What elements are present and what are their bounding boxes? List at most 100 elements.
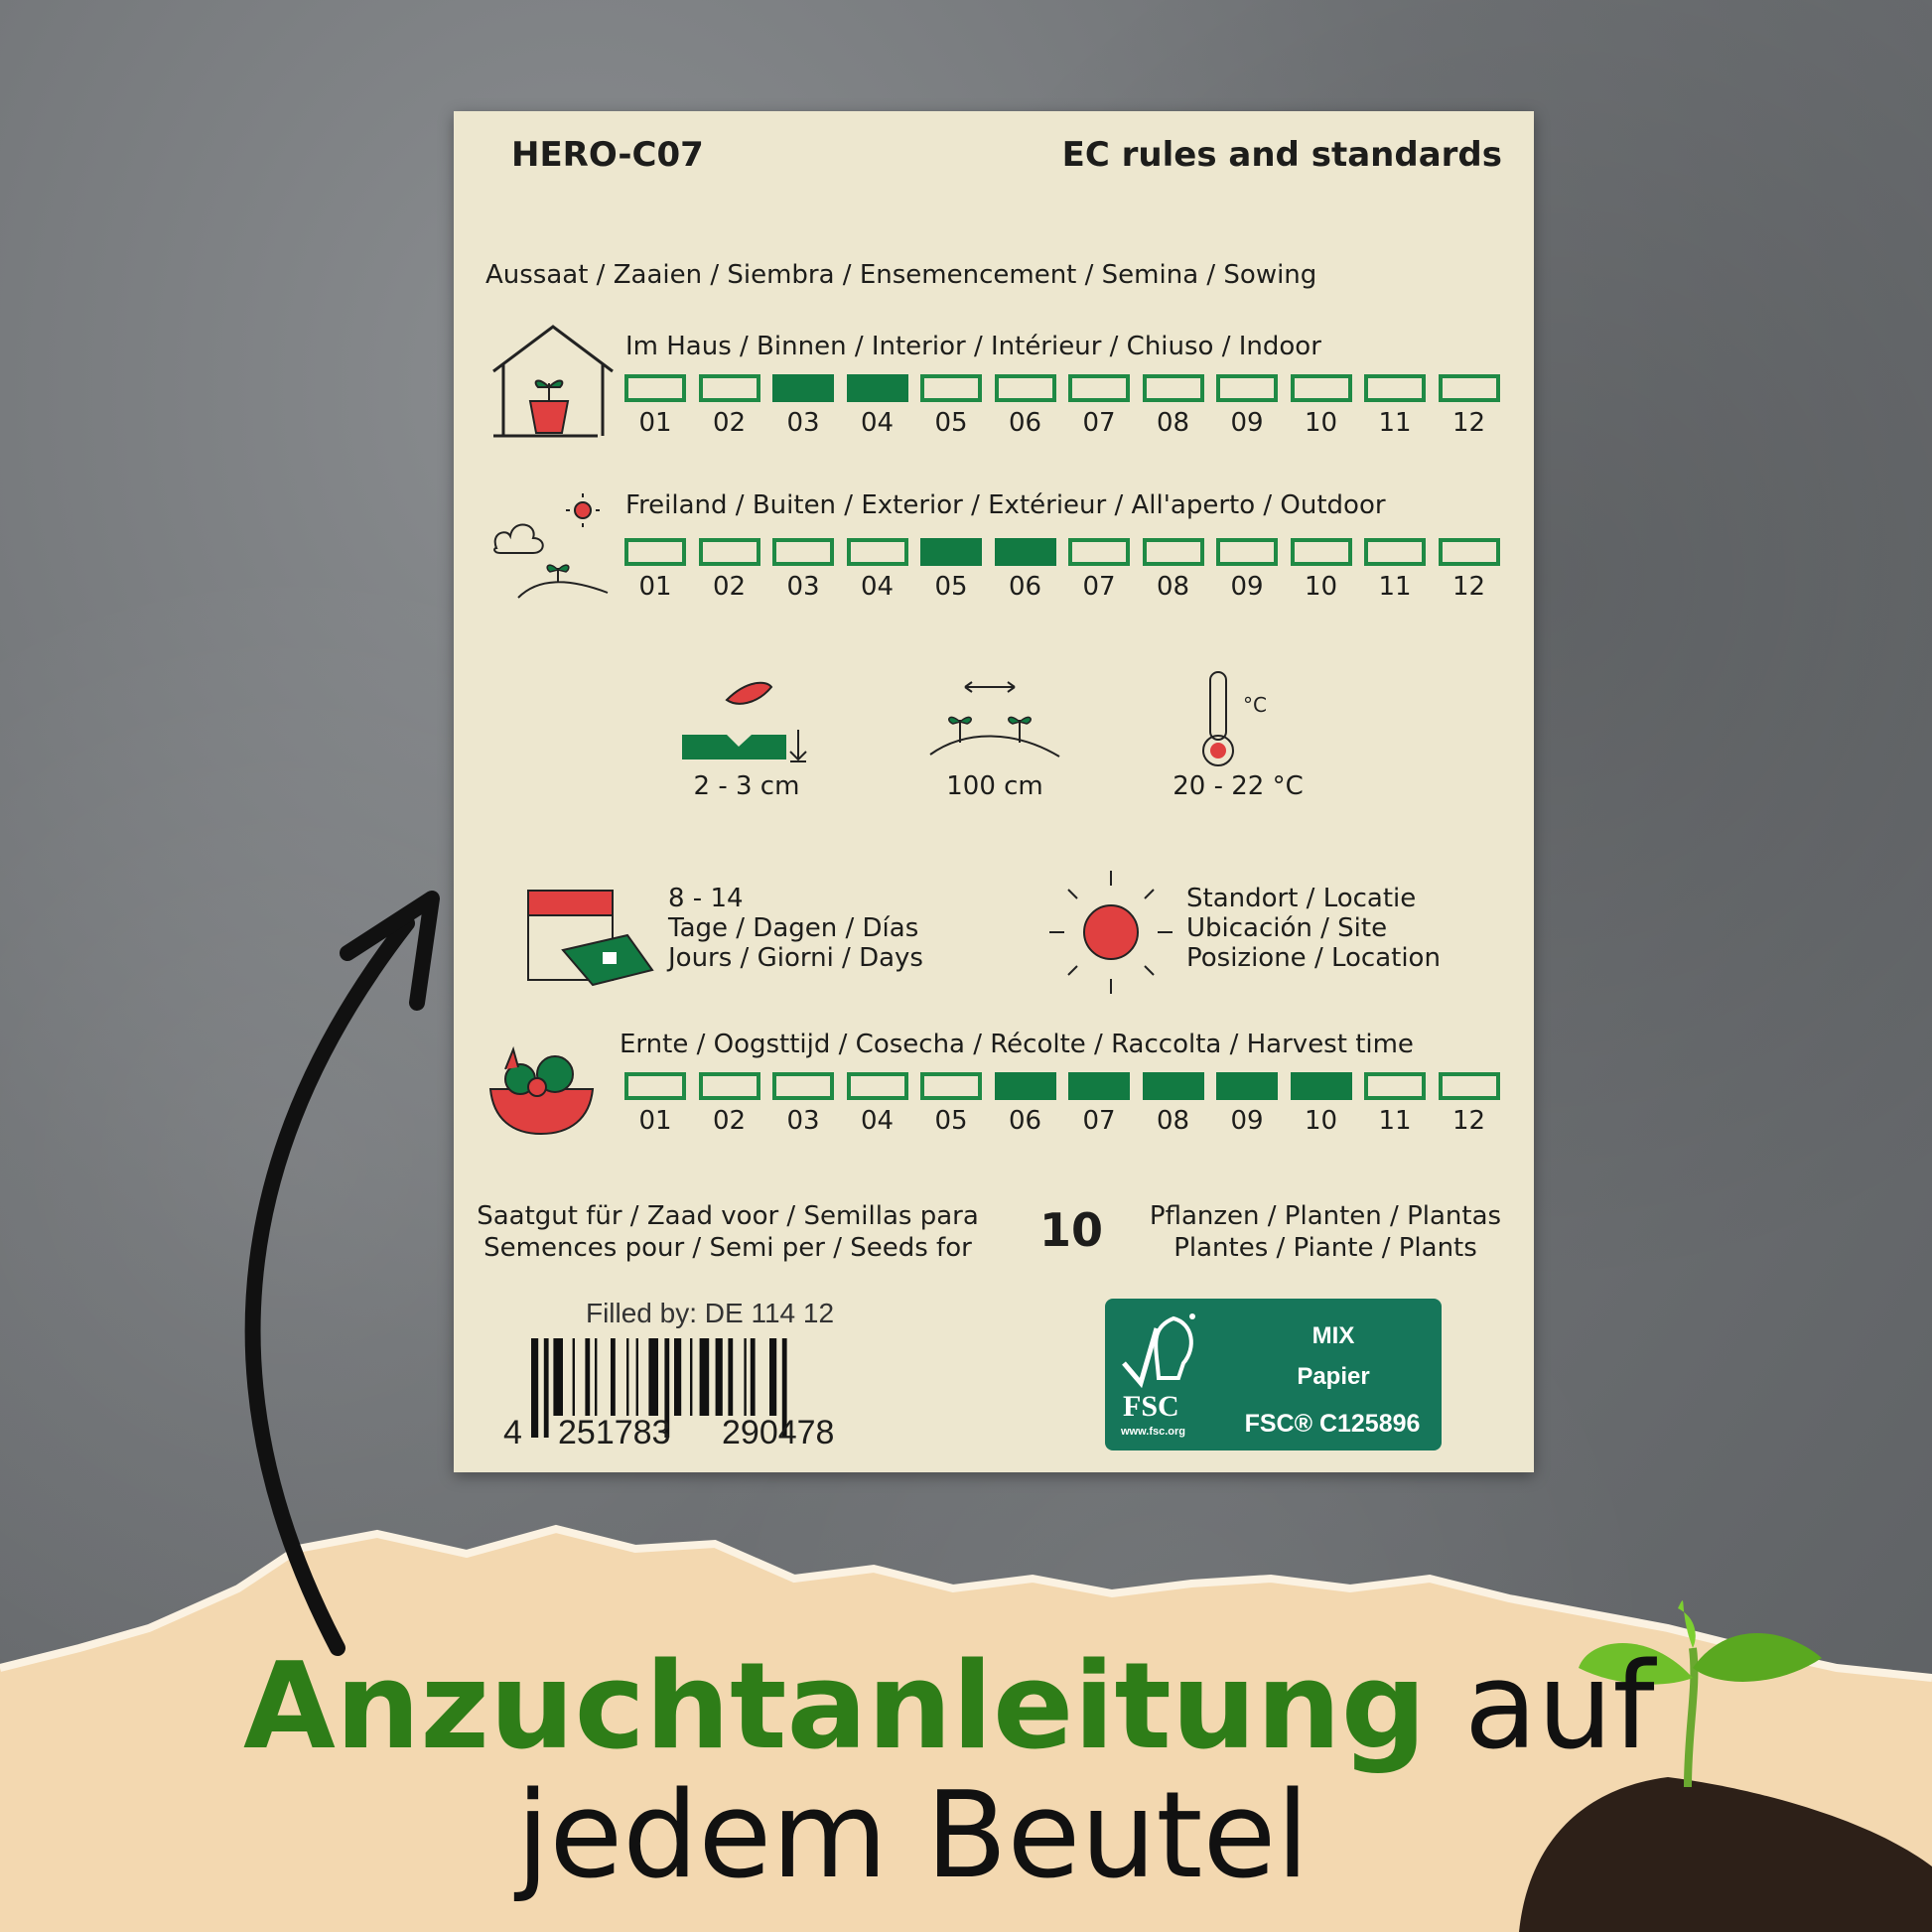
plant-count: 10	[1039, 1203, 1104, 1257]
barcode-bar	[595, 1338, 598, 1416]
sowing-title: Aussaat / Zaaien / Siembra / Ensemenceme…	[485, 260, 1317, 290]
indoor-month-box-05	[920, 374, 982, 402]
indoor-month-box-10	[1290, 374, 1352, 402]
barcode-bar	[728, 1338, 734, 1416]
barcode-bar	[572, 1338, 575, 1416]
svg-text:°C: °C	[1243, 693, 1267, 717]
outdoor-month-box-02	[698, 538, 760, 566]
barcode-bar	[626, 1338, 629, 1416]
indoor-month-label: 11	[1378, 408, 1412, 438]
outdoor-month-box-08	[1142, 538, 1204, 566]
barcode-bar	[664, 1338, 670, 1438]
outdoor-month-label: 04	[860, 572, 895, 602]
barcode-bar	[744, 1338, 747, 1416]
harvest-month-label: 01	[638, 1106, 672, 1136]
harvest-month-box-12	[1438, 1072, 1500, 1100]
location-line3: Posizione / Location	[1186, 943, 1441, 973]
indoor-month-box-04	[846, 374, 908, 402]
barcode-bar	[635, 1338, 638, 1416]
filled-by: Filled by: DE 114 12	[585, 1298, 835, 1328]
outdoor-month-box-12	[1438, 538, 1500, 566]
outdoor-month-label: 01	[638, 572, 672, 602]
germination-calendar-icon	[527, 890, 654, 987]
thermometer-icon: °C	[1202, 671, 1267, 766]
harvest-month-label: 02	[712, 1106, 747, 1136]
barcode-bar	[750, 1338, 756, 1416]
barcode-bar	[699, 1338, 710, 1416]
outdoor-month-box-01	[624, 538, 686, 566]
harvest-month-label: 03	[786, 1106, 820, 1136]
sowing-depth-icon	[682, 681, 807, 762]
harvest-month-box-02	[698, 1072, 760, 1100]
harvest-month-label: 11	[1378, 1106, 1412, 1136]
indoor-month-label: 02	[712, 408, 747, 438]
indoor-month-label: 09	[1230, 408, 1264, 438]
indoor-month-label: 06	[1008, 408, 1042, 438]
harvest-month-box-03	[772, 1072, 834, 1100]
barcode-bar	[769, 1338, 777, 1416]
banner-highlight: Anzuchtanleitung	[243, 1638, 1427, 1776]
barcode-bar	[553, 1338, 563, 1416]
spacing-value: 100 cm	[946, 771, 1043, 801]
barcode-bar	[543, 1338, 549, 1438]
barcode-bar	[585, 1338, 591, 1416]
barcode-bar	[781, 1338, 787, 1438]
product-code: HERO-C07	[511, 135, 704, 175]
harvest-month-box-04	[846, 1072, 908, 1100]
harvest-month-box-07	[1068, 1072, 1130, 1100]
harvest-month-label: 08	[1156, 1106, 1190, 1136]
seeds-for-line1: Saatgut für / Zaad voor / Semillas para	[477, 1201, 979, 1231]
indoor-month-box-02	[698, 374, 760, 402]
barcode-bar	[715, 1338, 723, 1416]
harvest-month-box-06	[994, 1072, 1056, 1100]
sun-location-icon	[1049, 871, 1173, 994]
outdoor-month-label: 03	[786, 572, 820, 602]
indoor-month-box-01	[624, 374, 686, 402]
fsc-tree-check-icon	[1122, 1313, 1195, 1388]
seeds-for-line2: Semences pour / Semi per / Seeds for	[483, 1233, 972, 1263]
outdoor-month-box-05	[920, 538, 982, 566]
indoor-month-label: 08	[1156, 408, 1190, 438]
indoor-month-box-08	[1142, 374, 1204, 402]
outdoor-month-box-03	[772, 538, 834, 566]
harvest-month-label: 07	[1082, 1106, 1116, 1136]
barcode-first-digit: 4	[503, 1414, 522, 1451]
outdoor-month-box-06	[994, 538, 1056, 566]
fsc-paper: Papier	[1297, 1363, 1370, 1390]
germination-line1: Tage / Dagen / Días	[668, 913, 919, 943]
outdoor-month-label: 08	[1156, 572, 1190, 602]
germination-days: 8 - 14	[668, 884, 744, 913]
outdoor-month-box-11	[1364, 538, 1426, 566]
indoor-month-box-12	[1438, 374, 1500, 402]
outdoor-month-label: 12	[1451, 572, 1486, 602]
plants-line1: Pflanzen / Planten / Plantas	[1149, 1201, 1502, 1231]
indoor-month-label: 12	[1451, 408, 1486, 438]
outdoor-month-label: 11	[1378, 572, 1412, 602]
indoor-month-box-11	[1364, 374, 1426, 402]
indoor-month-label: 10	[1304, 408, 1338, 438]
barcode-bar	[648, 1338, 658, 1416]
harvest-month-box-09	[1216, 1072, 1278, 1100]
outdoor-sun-cloud-icon	[493, 493, 609, 599]
outdoor-month-label: 07	[1082, 572, 1116, 602]
banner-line2: jedem Beutel	[516, 1767, 1310, 1905]
barcode	[531, 1338, 787, 1438]
harvest-month-label: 09	[1230, 1106, 1264, 1136]
harvest-month-label: 04	[860, 1106, 895, 1136]
barcode-bar	[531, 1338, 539, 1438]
fsc-url: www.fsc.org	[1121, 1426, 1185, 1438]
harvest-month-label: 05	[934, 1106, 968, 1136]
outdoor-month-box-09	[1216, 538, 1278, 566]
indoor-month-box-06	[994, 374, 1056, 402]
fsc-badge: FSC www.fsc.org MIX Papier FSC® C125896	[1105, 1299, 1442, 1450]
barcode-bar	[674, 1338, 682, 1416]
greenhouse-icon	[492, 325, 614, 438]
outdoor-month-label: 05	[934, 572, 968, 602]
outdoor-month-label: 02	[712, 572, 747, 602]
harvest-month-box-10	[1290, 1072, 1352, 1100]
indoor-month-box-03	[772, 374, 834, 402]
barcode-bar	[611, 1338, 616, 1416]
fsc-code: FSC® C125896	[1244, 1410, 1421, 1438]
